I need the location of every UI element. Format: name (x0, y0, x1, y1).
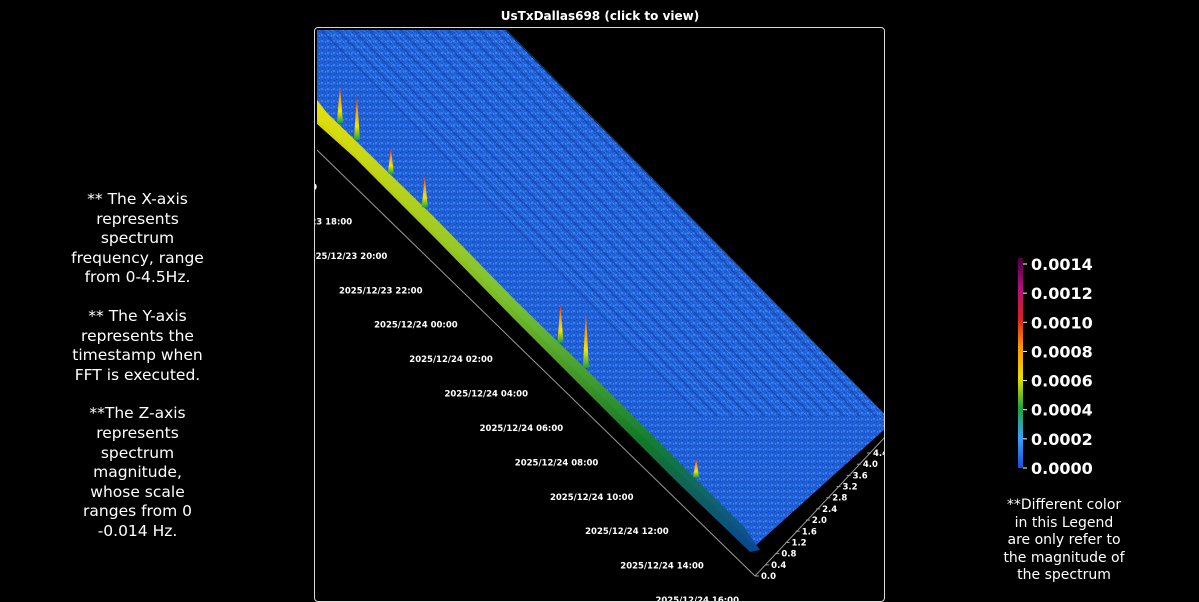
frequency-tick-label: 1.6 (802, 527, 817, 537)
frequency-stripe (453, 29, 834, 417)
magnitude-peak (421, 175, 428, 208)
frequency-tick-label: 4.0 (863, 460, 878, 470)
frequency-stripe (474, 29, 855, 417)
magnitude-peak (582, 309, 589, 368)
time-tick-label: 12/23 18:00 (315, 217, 352, 227)
frequency-stripe (421, 29, 802, 417)
frequency-stripes (320, 29, 884, 417)
low-frequency-ridge (317, 100, 760, 552)
frequency-stripe (395, 29, 776, 417)
time-tick-label: 2025/12/24 12:00 (585, 527, 669, 537)
frequency-stripe (358, 29, 739, 417)
frequency-stripe (400, 29, 782, 417)
colorbar-svg: 0.0000 0.0002 0.0004 0.0006 0.0008 0.0010 0.00… (1018, 255, 1093, 478)
time-tick-label: :00 (315, 183, 317, 193)
time-tick-label: 2025/12/23 22:00 (339, 286, 423, 296)
time-tick-label: 2025/12/24 08:00 (515, 458, 599, 468)
frequency-tick-label: 0.8 (781, 550, 796, 560)
frequency-stripe (373, 29, 755, 417)
frequency-tick-label: 4.4 (873, 449, 885, 459)
colorbar-tick-label: 0.0002 (1031, 430, 1093, 449)
frequency-stripe (415, 29, 797, 417)
frequency-axis-ticks: 0.00.40.8 1.21.62.02.42.83.2 3.64.04.4 (755, 449, 885, 582)
time-tick-label: 2025/12/24 06:00 (480, 424, 564, 434)
frequency-tick-label: 2.0 (812, 516, 827, 526)
colorbar-ticks: 0.0000 0.0002 0.0004 0.0006 0.0008 0.0010 0.00… (1023, 255, 1093, 478)
colorbar-tick-label: 0.0006 (1031, 372, 1093, 391)
frequency-stripe (342, 29, 723, 417)
frequency-stripe (490, 29, 871, 417)
frequency-tick-label: 2.4 (822, 505, 837, 515)
magnitude-peak (387, 147, 394, 174)
chart-title[interactable]: UsTxDallas698 (click to view) (500, 9, 700, 23)
frequency-stripe (405, 29, 787, 417)
colorbar-tick-label: 0.0012 (1031, 284, 1093, 303)
time-tick-label: 2025/12/24 14:00 (620, 562, 704, 572)
frequency-stripe (484, 29, 866, 417)
magnitude-peaks (336, 84, 700, 478)
frequency-stripe (352, 29, 734, 417)
time-axis-line (316, 149, 756, 577)
frequency-stripe (384, 29, 766, 417)
magnitude-peak (693, 458, 700, 478)
colorbar-tick-label: 0.0008 (1031, 342, 1093, 361)
frequency-stripe (463, 29, 845, 417)
surface-base-shadow (317, 124, 755, 558)
axis-explanation: ** The X-axis represents spectrum freque… (70, 190, 205, 561)
frequency-tick-label: 3.2 (842, 483, 857, 493)
frequency-stripe (363, 29, 744, 417)
frequency-stripe (505, 29, 884, 415)
frequency-stripe (368, 29, 750, 417)
time-tick-label: 2025/12/24 10:00 (550, 493, 634, 503)
frequency-stripe (431, 29, 813, 417)
frequency-tick-label: 2.8 (832, 494, 847, 504)
colorbar-tick-label: 0.0014 (1031, 255, 1093, 274)
frequency-stripe (347, 29, 729, 417)
frequency-stripe (469, 29, 850, 417)
colorbar-tick-label: 0.0000 (1031, 459, 1093, 478)
time-tick-label: 2025/12/24 02:00 (409, 355, 493, 365)
frequency-axis-line (754, 437, 884, 577)
magnitude-peak (336, 84, 343, 123)
time-tick-label: 2025/12/23 20:00 (315, 252, 387, 262)
time-tick-label: 2025/12/24 16:00 (655, 596, 739, 602)
magnitude-peak (557, 303, 564, 343)
frequency-stripe (389, 29, 771, 417)
frequency-tick-label: 3.6 (853, 471, 868, 481)
spectrogram-svg: :00 12/23 18:00 2025/12/23 20:00 2025/12/23… (315, 29, 885, 602)
z-axis-note: **The Z-axis represents spectrum magnitu… (83, 404, 192, 540)
frequency-tick-label: 0.0 (761, 572, 776, 582)
frequency-stripe (410, 29, 792, 417)
frequency-stripe (326, 29, 707, 417)
time-tick-label: 2025/12/24 00:00 (374, 321, 458, 331)
time-tick-label: 2025/12/24 04:00 (444, 390, 528, 400)
x-axis-note: ** The X-axis represents spectrum freque… (71, 190, 204, 287)
spectrogram-plot[interactable]: :00 12/23 18:00 2025/12/23 20:00 2025/12/23… (314, 27, 885, 602)
frequency-tick-label: 0.4 (771, 561, 786, 571)
frequency-stripe (442, 29, 824, 417)
y-axis-note: ** The Y-axis represents the timestamp w… (72, 306, 203, 384)
frequency-stripe (437, 29, 818, 417)
colorbar-gradient (1018, 258, 1023, 468)
frequency-stripe (426, 29, 808, 417)
colorbar-tick-label: 0.0010 (1031, 313, 1093, 332)
frequency-stripe (320, 29, 702, 417)
frequency-stripe (479, 29, 861, 417)
frequency-stripe (495, 29, 877, 417)
legend-explanation: **Different color in this Legend are onl… (1003, 497, 1125, 583)
frequency-stripe (500, 29, 882, 417)
frequency-stripe (447, 29, 829, 417)
colorbar-tick-label: 0.0004 (1031, 401, 1093, 420)
frequency-stripe (379, 29, 760, 417)
frequency-stripe (331, 29, 713, 417)
magnitude-peak (353, 94, 360, 140)
magnitude-colorbar: 0.0000 0.0002 0.0004 0.0006 0.0008 0.0010 0.00… (1010, 250, 1120, 480)
frequency-tick-label: 1.2 (792, 538, 807, 548)
frequency-stripe (336, 29, 718, 417)
frequency-stripe (458, 29, 839, 417)
